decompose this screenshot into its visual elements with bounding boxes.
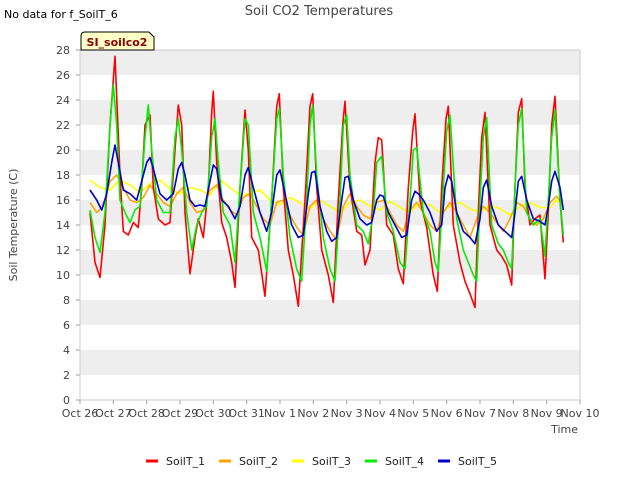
legend: SoilT_1 SoilT_2 SoilT_3 SoilT_4 SoilT_5 — [146, 455, 497, 468]
x-tick-label: Nov 10 — [561, 407, 600, 420]
y-tick-label: 28 — [56, 44, 70, 57]
x-tick-label: Nov 6 — [431, 407, 463, 420]
legend-label: SoilT_2 — [239, 455, 278, 468]
series-line-soilt-4 — [89, 84, 565, 283]
legend-label: SoilT_1 — [166, 455, 205, 468]
y-tick-label: 4 — [63, 344, 70, 357]
legend-label: SoilT_5 — [458, 455, 497, 468]
x-tick-label: Oct 28 — [128, 407, 165, 420]
x-tick-label: Nov 4 — [364, 407, 396, 420]
x-tick-label: Oct 27 — [95, 407, 132, 420]
site-badge: SI_soilco2 — [80, 31, 155, 51]
plot-frame — [79, 49, 581, 401]
legend-label: SoilT_4 — [385, 455, 424, 468]
y-tick-label: 26 — [56, 69, 70, 82]
grid-band — [80, 150, 580, 175]
site-badge-box — [80, 31, 155, 51]
y-tick-label: 16 — [56, 194, 70, 207]
x-tick-label: Oct 31 — [228, 407, 265, 420]
grid-band — [80, 300, 580, 325]
x-tick-label: Nov 3 — [331, 407, 363, 420]
y-tick-label: 14 — [56, 219, 70, 232]
chart-title: Soil CO2 Temperatures — [245, 4, 394, 19]
grid-band — [80, 350, 580, 375]
x-tick-label: Nov 5 — [397, 407, 429, 420]
series-line-soilt-2 — [89, 174, 564, 241]
y-tick-label: 24 — [56, 94, 70, 107]
site-badge-label: SI_soilco2 — [87, 36, 148, 49]
x-tick-label: Nov 7 — [464, 407, 496, 420]
y-tick-label: 22 — [56, 119, 70, 132]
y-tick-label: 20 — [56, 144, 70, 157]
no-data-note: No data for f_SoilT_6 — [4, 8, 118, 21]
x-axis-label: Time — [550, 423, 578, 436]
x-tick-label: Oct 26 — [62, 407, 99, 420]
series-line-soilt-5 — [89, 144, 565, 245]
y-tick-label: 2 — [63, 369, 70, 382]
series-lines — [89, 55, 565, 309]
x-tick-label: Nov 8 — [497, 407, 529, 420]
x-tick-label: Nov 1 — [264, 407, 296, 420]
x-tick-label: Nov 2 — [297, 407, 329, 420]
y-tick-label: 12 — [56, 244, 70, 257]
y-tick-label: 8 — [63, 294, 70, 307]
y-tick-label: 18 — [56, 169, 70, 182]
y-tick-label: 6 — [63, 319, 70, 332]
grid-band — [80, 50, 580, 75]
y-tick-label: 10 — [56, 269, 70, 282]
x-tick-label: Nov 9 — [531, 407, 563, 420]
x-tick-label: Oct 29 — [162, 407, 199, 420]
y-axis-label: Soil Temperature (C) — [7, 169, 20, 282]
grid-band — [80, 100, 580, 125]
legend-label: SoilT_3 — [312, 455, 351, 468]
x-tick-label: Oct 30 — [195, 407, 232, 420]
y-tick-label: 0 — [63, 394, 70, 407]
